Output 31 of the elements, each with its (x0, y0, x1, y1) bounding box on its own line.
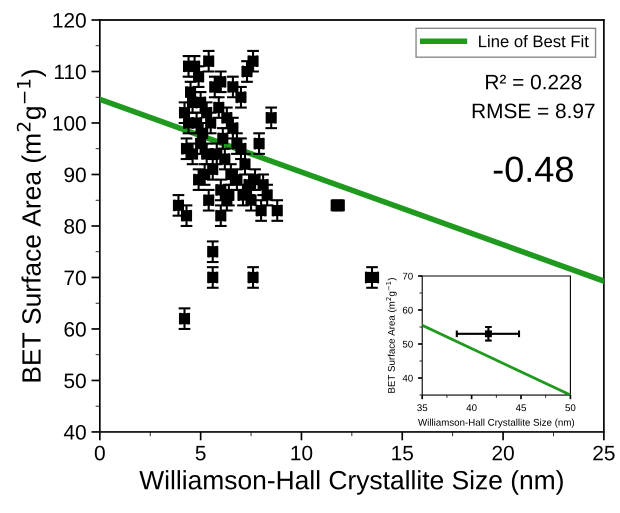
x-tick-label: 20 (492, 446, 514, 460)
x-tick-label: 50 (565, 404, 576, 412)
y-axis-title: BET Surface Area (m$^{2}$g$^{−1}$) (386, 278, 397, 393)
x-tick-label: 45 (516, 404, 526, 412)
x-axis-title: Williamson-Hall Crystallite Size (nm) (418, 418, 574, 428)
y-tick-label: 120 (53, 13, 86, 28)
y-tick-label: 100 (53, 116, 86, 131)
x-tick-label: 0 (94, 446, 105, 460)
y-tick-label: 110 (54, 64, 86, 80)
y-tick-label: 80 (64, 218, 86, 234)
y-tick-label: 40 (402, 374, 413, 382)
y-axis-title: BET Surface Area (m$^{2}$g$^{−1}$) (16, 70, 46, 382)
y-tick-label: 50 (64, 373, 86, 388)
x-tick-label: 25 (593, 446, 615, 460)
y-tick-label: 40 (64, 424, 86, 440)
y-tick-label: 70 (64, 270, 86, 286)
x-tick-label: 10 (291, 446, 312, 460)
annotation: R² = 0.228 (486, 74, 582, 90)
y-tick-label: 60 (402, 306, 413, 314)
y-tick-label: 90 (64, 167, 86, 182)
y-tick-label: 60 (64, 322, 86, 337)
x-tick-label: 5 (196, 446, 206, 460)
x-tick-label: 35 (417, 404, 428, 412)
annotation: RMSE = 8.97 (472, 104, 595, 118)
y-tick-label: 50 (402, 340, 413, 348)
annotation: -0.48 (494, 156, 573, 182)
x-tick-label: 40 (466, 404, 477, 412)
x-axis-title: Williamson-Hall Crystallite Size (nm) (139, 470, 563, 495)
x-tick-label: 15 (392, 446, 413, 460)
legend-label: Line of Best Fit (479, 35, 589, 48)
y-tick-label: 70 (402, 272, 413, 280)
